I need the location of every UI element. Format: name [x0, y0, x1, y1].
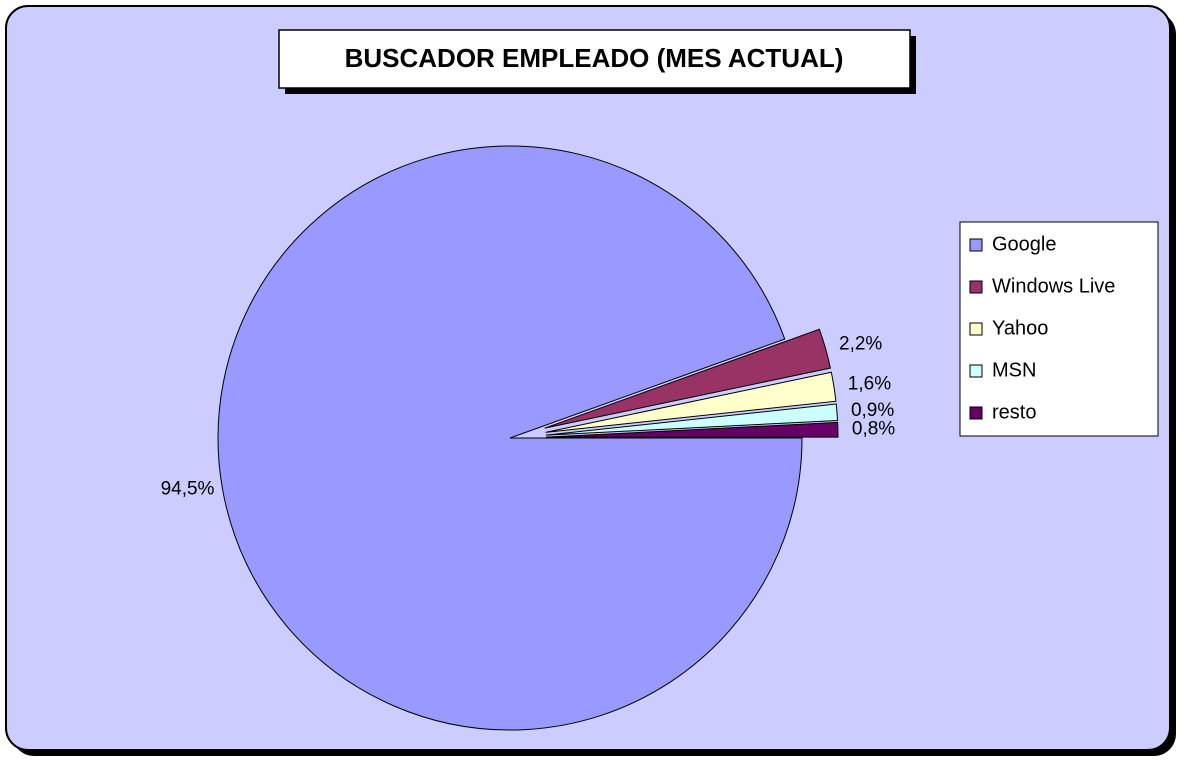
legend-swatch [969, 238, 983, 252]
legend-label: Google [992, 233, 1057, 255]
pie-slice [217, 145, 803, 731]
legend-swatch [969, 280, 983, 294]
legend [959, 221, 1159, 437]
legend-swatch [969, 406, 983, 420]
legend-swatch [969, 364, 983, 378]
data-label: 1,6% [848, 374, 891, 395]
legend-swatch [969, 322, 983, 336]
legend-label: resto [992, 401, 1036, 423]
title-box [278, 29, 911, 89]
legend-label: MSN [992, 359, 1036, 381]
pie-slice [545, 403, 839, 436]
pie-slice [544, 328, 831, 429]
data-label: 94,5% [161, 479, 215, 500]
data-label: 0,9% [851, 400, 894, 421]
pie-slice [545, 421, 839, 438]
chart-title: BUSCADOR EMPLEADO (MES ACTUAL) [345, 43, 844, 73]
legend-label: Windows Live [992, 275, 1115, 297]
data-label: 2,2% [839, 334, 882, 355]
pie-slice [545, 371, 837, 433]
legend-label: Yahoo [992, 317, 1048, 339]
data-label: 0,8% [852, 418, 895, 439]
